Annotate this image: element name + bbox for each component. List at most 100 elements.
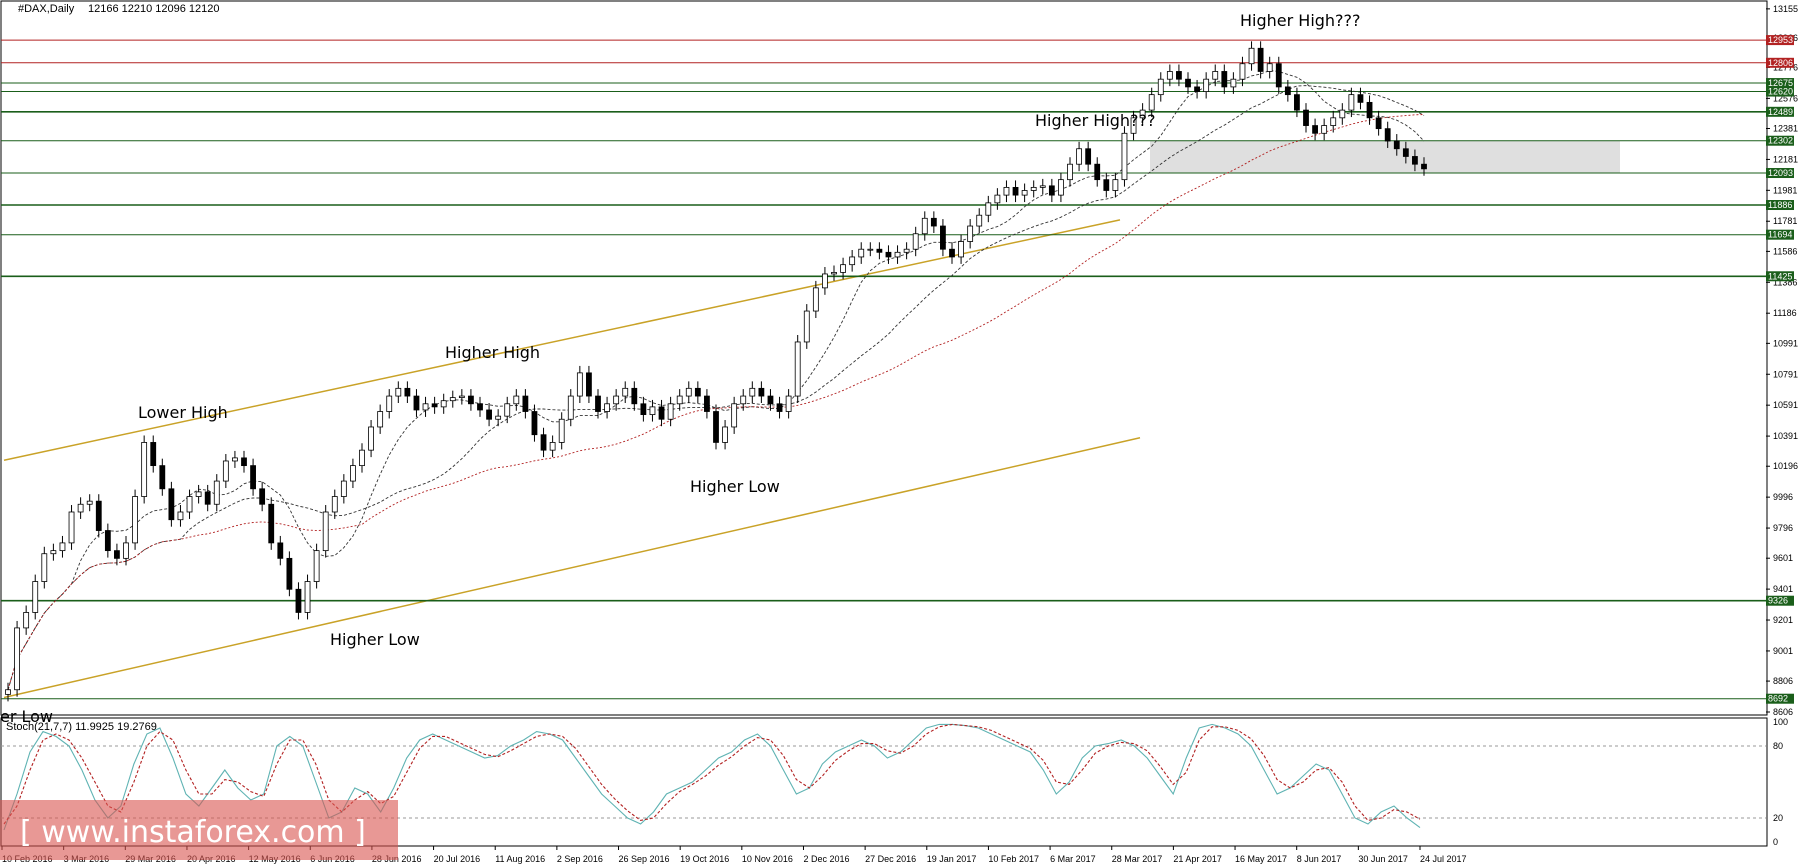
candle-body bbox=[1393, 140, 1400, 150]
annotation-label: Lower High bbox=[138, 403, 228, 422]
candle-body bbox=[168, 488, 175, 521]
candle-body bbox=[1112, 179, 1119, 191]
candle-body bbox=[1176, 71, 1182, 80]
annotation-label: Higher Low bbox=[330, 630, 420, 649]
candle-body bbox=[1076, 148, 1082, 165]
x-tick-label: 19 Jan 2017 bbox=[927, 854, 977, 864]
candle-body bbox=[486, 409, 492, 420]
y-tick-label: 10791 bbox=[1773, 369, 1798, 379]
candle-body bbox=[1321, 125, 1328, 134]
level-tag bbox=[1766, 78, 1794, 89]
candle-body bbox=[595, 395, 601, 412]
level-label: 12620 bbox=[1768, 87, 1793, 97]
candle-body bbox=[676, 395, 683, 405]
candle-body bbox=[1048, 185, 1055, 196]
candle-body bbox=[50, 550, 57, 555]
level-tag bbox=[1766, 86, 1794, 97]
candle-body bbox=[241, 457, 247, 467]
candle-body bbox=[576, 372, 583, 397]
candle-body bbox=[495, 415, 502, 420]
chart-title: #DAX,Daily bbox=[18, 3, 75, 15]
x-tick-label: 10 Feb 2017 bbox=[988, 854, 1039, 864]
level-label: 9326 bbox=[1768, 596, 1788, 606]
candle-body bbox=[831, 272, 837, 275]
stoch-tick-label: 100 bbox=[1773, 717, 1788, 727]
candle-body bbox=[359, 449, 365, 467]
candle-body bbox=[622, 387, 629, 397]
candle-body bbox=[395, 387, 402, 397]
y-tick-label: 10196 bbox=[1773, 461, 1798, 471]
level-label: 12489 bbox=[1768, 107, 1793, 117]
y-tick-label: 10991 bbox=[1773, 338, 1798, 348]
y-tick-label: 11586 bbox=[1773, 246, 1797, 256]
candle-body bbox=[694, 387, 701, 397]
level-tag bbox=[1766, 693, 1794, 704]
candle-body bbox=[1194, 86, 1200, 92]
candle-body bbox=[1148, 94, 1155, 111]
candle-body bbox=[159, 465, 166, 490]
candle-body bbox=[431, 403, 438, 408]
candle-body bbox=[949, 248, 955, 258]
candle-body bbox=[1039, 185, 1046, 188]
x-tick-label: 20 Jul 2016 bbox=[434, 854, 481, 864]
level-tag bbox=[1766, 57, 1794, 68]
candle-body bbox=[104, 530, 111, 552]
candle-body bbox=[132, 496, 138, 544]
candle-body bbox=[822, 273, 828, 289]
watermark-banner bbox=[0, 800, 398, 860]
x-tick-label: 21 Apr 2017 bbox=[1173, 854, 1222, 864]
candle-body bbox=[1339, 109, 1346, 119]
candle-body bbox=[204, 491, 211, 505]
candle-body bbox=[250, 465, 256, 490]
candle-body bbox=[286, 557, 293, 590]
level-tag bbox=[1766, 168, 1794, 179]
candle-body bbox=[522, 395, 529, 412]
candle-body bbox=[1212, 71, 1219, 80]
y-tick-label: 10591 bbox=[1773, 400, 1798, 410]
level-label: 12806 bbox=[1768, 58, 1793, 68]
candle-body bbox=[885, 251, 892, 258]
candle-body bbox=[340, 480, 347, 497]
candle-body bbox=[1357, 94, 1364, 103]
level-label: 12093 bbox=[1768, 168, 1793, 178]
channel-lower-line bbox=[3, 437, 1141, 699]
candle-body bbox=[1003, 186, 1010, 196]
y-tick-label: 11781 bbox=[1773, 216, 1797, 226]
candle-body bbox=[1012, 186, 1019, 196]
candle-body bbox=[1121, 132, 1128, 181]
y-tick-label: 9201 bbox=[1773, 615, 1793, 625]
candle-body bbox=[1284, 86, 1291, 96]
candle-body bbox=[331, 496, 338, 513]
level-tag bbox=[1766, 135, 1794, 146]
candle-body bbox=[586, 372, 592, 397]
candle-body bbox=[1303, 109, 1309, 126]
candle-body bbox=[558, 418, 565, 443]
candle-body bbox=[1257, 47, 1264, 72]
candle-body bbox=[1366, 101, 1373, 119]
candle-body bbox=[1248, 47, 1255, 65]
candle-body bbox=[531, 411, 538, 436]
candle-body bbox=[1157, 78, 1164, 96]
candle-body bbox=[268, 503, 275, 544]
candle-body bbox=[940, 225, 946, 250]
candle-body bbox=[1294, 94, 1300, 111]
candle-body bbox=[1221, 71, 1228, 88]
candle-body bbox=[468, 395, 474, 405]
candle-body bbox=[1266, 63, 1273, 72]
stoch-tick-label: 20 bbox=[1773, 813, 1783, 823]
candle-body bbox=[295, 588, 302, 613]
candle-body bbox=[930, 217, 937, 227]
stoch-main-line bbox=[3, 723, 1421, 831]
candle-body bbox=[304, 581, 311, 613]
candle-body bbox=[1094, 163, 1101, 181]
support-zone bbox=[1150, 140, 1620, 174]
moving-average-line bbox=[7, 70, 1425, 690]
annotation-label: Higher High bbox=[445, 343, 540, 362]
candle-body bbox=[722, 426, 728, 443]
y-tick-label: 11386 bbox=[1773, 277, 1797, 287]
candle-body bbox=[1421, 163, 1427, 170]
candle-body bbox=[1166, 71, 1173, 80]
x-tick-label: 19 Oct 2016 bbox=[680, 854, 729, 864]
candle-body bbox=[1030, 186, 1037, 191]
